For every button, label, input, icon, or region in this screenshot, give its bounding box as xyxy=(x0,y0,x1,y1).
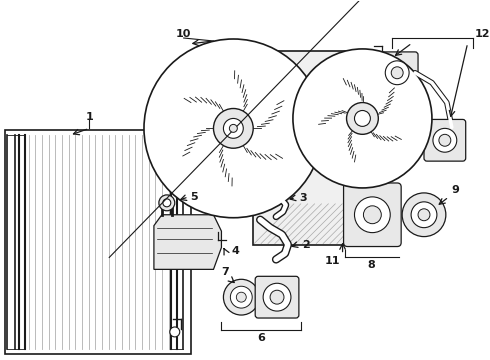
Bar xyxy=(253,51,372,244)
Circle shape xyxy=(236,292,246,302)
Text: 12: 12 xyxy=(475,29,490,39)
Circle shape xyxy=(170,327,180,337)
Circle shape xyxy=(354,197,390,233)
Circle shape xyxy=(214,108,253,148)
Text: 6: 6 xyxy=(257,333,265,343)
FancyBboxPatch shape xyxy=(376,52,418,94)
Text: 4: 4 xyxy=(231,247,239,256)
Circle shape xyxy=(223,118,243,138)
Circle shape xyxy=(229,125,237,132)
Circle shape xyxy=(402,193,446,237)
Circle shape xyxy=(411,202,437,228)
Circle shape xyxy=(418,209,430,221)
FancyBboxPatch shape xyxy=(343,183,401,247)
Circle shape xyxy=(159,195,175,211)
Circle shape xyxy=(439,134,451,146)
Text: 8: 8 xyxy=(368,260,375,270)
Bar xyxy=(5,130,191,354)
Circle shape xyxy=(293,49,432,188)
Circle shape xyxy=(346,103,378,134)
Circle shape xyxy=(364,206,381,224)
Text: 5: 5 xyxy=(190,192,197,202)
Text: 2: 2 xyxy=(302,239,310,249)
Text: 10: 10 xyxy=(176,29,192,39)
Circle shape xyxy=(263,283,291,311)
Text: 3: 3 xyxy=(299,193,307,203)
Circle shape xyxy=(230,286,252,308)
Text: 7: 7 xyxy=(221,267,229,277)
Circle shape xyxy=(144,39,323,218)
Text: 9: 9 xyxy=(452,185,460,195)
Polygon shape xyxy=(154,215,221,269)
Circle shape xyxy=(354,111,370,126)
Circle shape xyxy=(385,61,409,85)
Circle shape xyxy=(223,279,259,315)
Circle shape xyxy=(163,199,171,207)
Text: 11: 11 xyxy=(325,256,341,266)
Circle shape xyxy=(433,129,457,152)
Circle shape xyxy=(391,67,403,79)
FancyBboxPatch shape xyxy=(255,276,299,318)
FancyBboxPatch shape xyxy=(424,120,466,161)
Text: 1: 1 xyxy=(85,112,93,122)
Circle shape xyxy=(270,290,284,304)
